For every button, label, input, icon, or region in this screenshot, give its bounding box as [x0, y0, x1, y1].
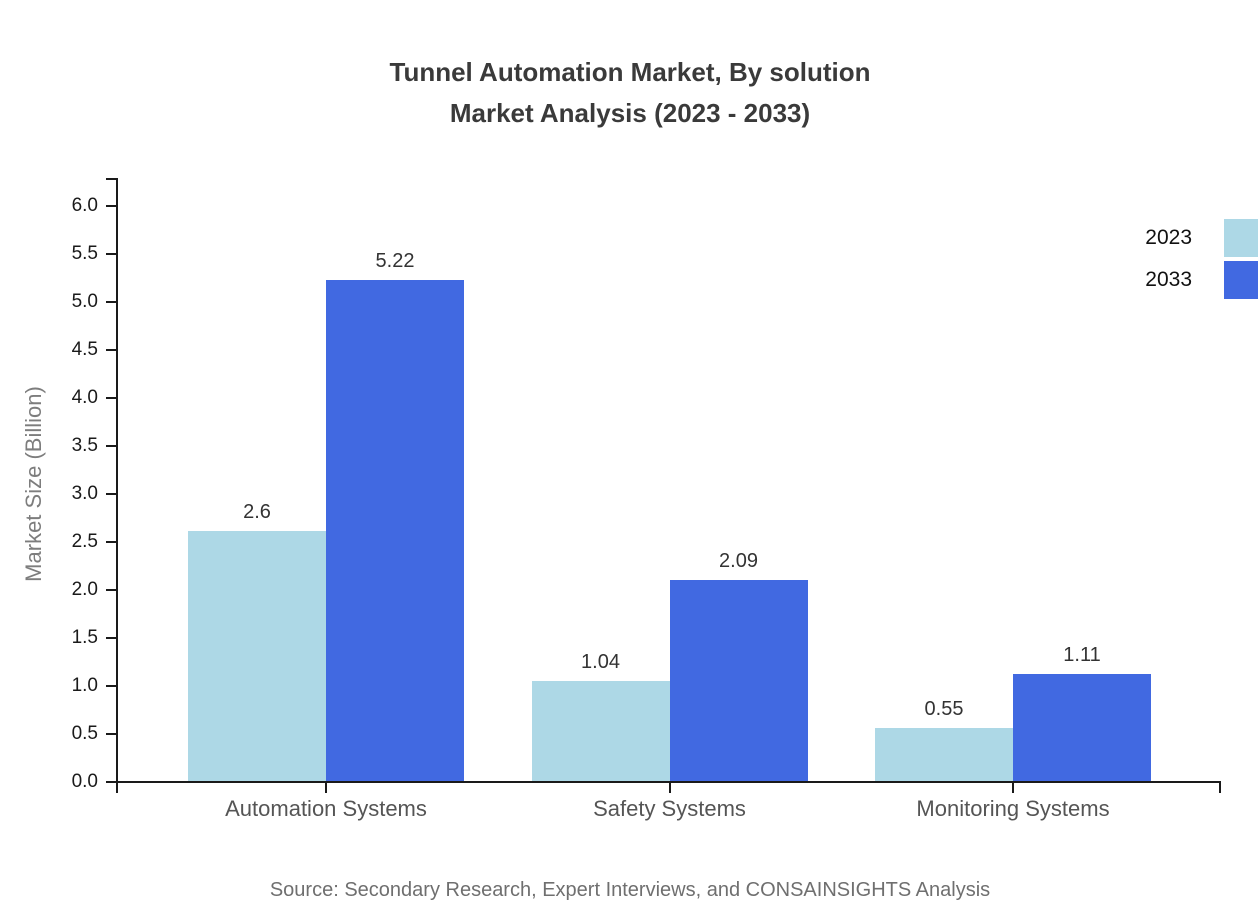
bar-2023	[531, 681, 670, 781]
bar-value-label: 1.11	[1063, 644, 1101, 667]
legend-label-2033: 2033	[1145, 268, 1192, 291]
bar-2033	[326, 279, 464, 781]
x-axis-endcap-tick	[1219, 781, 1221, 793]
bar-value-label: 5.22	[375, 249, 415, 272]
x-axis-line	[106, 781, 1221, 783]
y-axis-tick-label: 1.5	[71, 627, 98, 648]
y-axis-tick	[106, 493, 116, 495]
y-axis-tick	[106, 685, 116, 687]
legend-label-2023: 2023	[1145, 226, 1192, 249]
y-axis-tick	[106, 205, 116, 207]
y-axis-tick-label: 0.5	[71, 723, 98, 744]
y-axis-tick-label: 3.5	[71, 435, 98, 456]
x-axis-tick	[1012, 781, 1014, 793]
bar-value-label: 2.09	[719, 550, 758, 573]
y-axis-tick	[106, 301, 116, 303]
y-axis-tick-label: 5.0	[71, 291, 98, 312]
x-axis-category-label: Monitoring Systems	[916, 796, 1110, 821]
y-axis-tick	[106, 349, 116, 351]
y-axis-tick-label: 5.5	[71, 243, 98, 264]
y-axis-spine	[116, 178, 118, 793]
y-axis-tick	[106, 733, 116, 735]
x-axis-category-label: Safety Systems	[593, 796, 746, 821]
chart-title-line2: Market Analysis (2023 - 2033)	[449, 98, 811, 128]
bar-value-label: 1.04	[581, 651, 620, 674]
x-axis-category-label: Automation Systems	[225, 796, 427, 821]
x-axis-tick	[668, 781, 671, 793]
legend-swatch-2023	[1224, 219, 1258, 257]
y-axis-tick-label: 2.5	[71, 531, 98, 552]
y-axis-endcap-tick	[106, 178, 116, 180]
bar-value-label: 0.55	[924, 698, 964, 721]
y-axis-tick	[106, 445, 116, 447]
y-axis-tick	[106, 781, 116, 783]
bar-2023	[188, 531, 326, 781]
y-axis-tick-label: 1.0	[71, 675, 98, 696]
x-axis-tick	[325, 781, 327, 793]
y-axis-tick-label: 3.0	[71, 483, 98, 504]
bar-2033	[669, 580, 808, 781]
y-axis-tick-label: 4.0	[71, 387, 98, 408]
bar-2033	[1013, 674, 1151, 781]
y-axis-tick-label: 0.0	[71, 771, 98, 792]
y-axis-tick-label: 2.0	[71, 579, 98, 600]
legend-swatch-2033	[1224, 261, 1258, 299]
chart-title: Tunnel Automation Market, By solution Ma…	[0, 52, 1260, 134]
bar-2023	[875, 728, 1013, 781]
y-axis-tick	[106, 397, 116, 399]
source-note: Source: Secondary Research, Expert Inter…	[269, 879, 991, 901]
chart-title-line1: Tunnel Automation Market, By solution	[389, 57, 871, 87]
y-axis-tick	[106, 589, 116, 591]
y-axis-tick	[106, 541, 116, 543]
y-axis-tick-label: 4.5	[71, 339, 98, 360]
y-axis-tick	[106, 253, 116, 255]
bar-value-label: 2.6	[243, 501, 271, 524]
y-axis-tick-label: 6.0	[71, 195, 98, 216]
y-axis-tick	[106, 637, 116, 639]
